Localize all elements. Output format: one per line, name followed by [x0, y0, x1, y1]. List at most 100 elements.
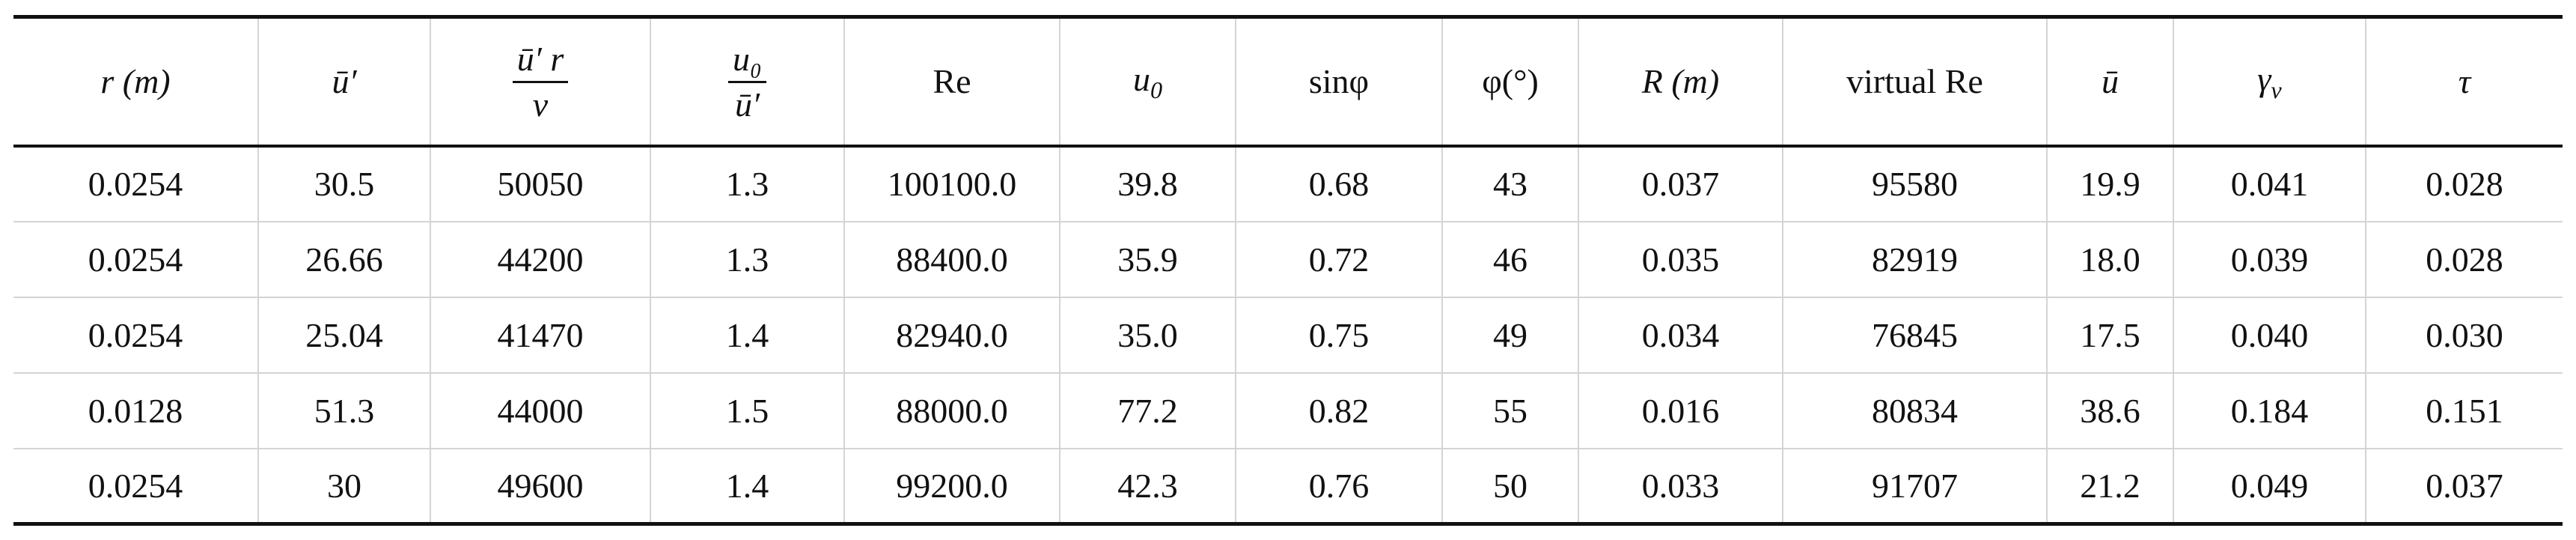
table-cell: 0.034	[1578, 297, 1783, 373]
table-cell: 82940.0	[843, 297, 1060, 373]
table-cell: 88400.0	[843, 221, 1060, 297]
table-cell: 51.3	[257, 372, 430, 449]
table-cell: 0.033	[1578, 448, 1783, 524]
table-cell: 44000	[430, 372, 650, 449]
table-cell: 17.5	[2046, 297, 2173, 373]
table-cell: 0.184	[2173, 372, 2366, 449]
table-cell: 50	[1441, 448, 1578, 524]
header-label: virtual Re	[1846, 62, 1983, 101]
header-label: τ	[2458, 62, 2471, 101]
header-label: r (m)	[100, 62, 171, 101]
table-cell: 30.5	[257, 145, 430, 222]
header-label: ū	[2102, 62, 2119, 101]
header-cell: τ	[2365, 16, 2563, 146]
header-cell: R (m)	[1578, 16, 1783, 146]
table-cell: 0.82	[1235, 372, 1442, 449]
table-cell: 0.037	[1578, 145, 1783, 222]
table-cell: 1.4	[650, 448, 844, 524]
table-row: 0.0254 30 49600 1.4 99200.0 42.3 0.76 50 0.033 91…	[13, 448, 2563, 524]
table-cell: 0.041	[2173, 145, 2366, 222]
table-cell: 35.0	[1059, 297, 1236, 373]
table-cell: 0.016	[1578, 372, 1783, 449]
table-cell: 80834	[1782, 372, 2047, 449]
header-label: R (m)	[1641, 62, 1720, 101]
denominator: ν	[532, 85, 549, 124]
table-cell: 0.75	[1235, 297, 1442, 373]
table-cell: 0.0254	[88, 466, 183, 505]
header-cell: ū	[2046, 16, 2173, 146]
table-cell: 26.66	[257, 221, 430, 297]
table-cell: 0.037	[2365, 448, 2563, 524]
table-row: 0.0254 30.5 50050 1.3 100100.0 39.8 0.68 43 0.03…	[13, 145, 2563, 222]
table-cell: 0.0254	[88, 165, 183, 203]
header-cell: γν	[2173, 16, 2366, 146]
table-cell: 0.030	[2365, 297, 2563, 373]
table-cell: 41470	[430, 297, 650, 373]
header-cell: sinφ	[1235, 16, 1442, 146]
table-cell: 0.0254	[88, 240, 183, 279]
symbol: γ	[2257, 59, 2271, 98]
table-cell: 18.0	[2046, 221, 2173, 297]
table-cell: 46	[1441, 221, 1578, 297]
table-cell: 21.2	[2046, 448, 2173, 524]
table-cell: 44200	[430, 221, 650, 297]
table-cell: 82919	[1782, 221, 2047, 297]
fraction: u₀ ū′	[728, 40, 766, 124]
table-cell: 0.72	[1235, 221, 1442, 297]
table-cell: 0.040	[2173, 297, 2366, 373]
table-cell: 91707	[1782, 448, 2047, 524]
table-cell: 1.3	[650, 221, 844, 297]
table-cell: 99200.0	[843, 448, 1060, 524]
table-cell: 100100.0	[843, 145, 1060, 222]
header-label: Re	[933, 62, 971, 101]
header-cell: virtual Re	[1782, 16, 2047, 146]
subscript: 0	[1150, 76, 1163, 103]
table-cell: 95580	[1782, 145, 2047, 222]
symbol: u	[1132, 59, 1150, 98]
denominator: ū′	[734, 85, 760, 124]
data-table: r (m) ū′ ū′ r ν u₀ ū′ Re u0 sinφ φ(°) R (m) virtual…	[13, 15, 2563, 526]
header-cell: Re	[843, 16, 1060, 146]
table-cell: 30	[257, 448, 430, 524]
table-cell: 49600	[430, 448, 650, 524]
table-cell: 38.6	[2046, 372, 2173, 449]
header-cell: ū′	[257, 16, 430, 146]
table-cell: 39.8	[1059, 145, 1236, 222]
table-cell: 25.04	[257, 297, 430, 373]
table-cell: 1.4	[650, 297, 844, 373]
table-cell: 0.0254	[88, 315, 183, 354]
table-cell: 77.2	[1059, 372, 1236, 449]
table-cell: 1.3	[650, 145, 844, 222]
table-cell: 0.151	[2365, 372, 2563, 449]
table-cell: 43	[1441, 145, 1578, 222]
table-cell: 88000.0	[843, 372, 1060, 449]
table-cell: 1.5	[650, 372, 844, 449]
table-cell: 19.9	[2046, 145, 2173, 222]
table-row: 0.0254 25.04 41470 1.4 82940.0 35.0 0.75 49 0.03…	[13, 297, 2563, 373]
subscript: ν	[2271, 76, 2282, 103]
numerator: ū′ r	[512, 40, 569, 84]
table-cell: 0.0128	[88, 391, 183, 430]
table-cell: 0.76	[1235, 448, 1442, 524]
table-cell: 76845	[1782, 297, 2047, 373]
header-label: sinφ	[1308, 62, 1370, 101]
table-cell: 0.028	[2365, 221, 2563, 297]
header-cell: u0	[1059, 16, 1236, 146]
table-container: r (m) ū′ ū′ r ν u₀ ū′ Re u0 sinφ φ(°) R (m) virtual…	[13, 15, 2563, 526]
header-label: φ(°)	[1482, 62, 1539, 101]
table-cell: 35.9	[1059, 221, 1236, 297]
numerator: u₀	[728, 40, 766, 84]
table-header: r (m) ū′ ū′ r ν u₀ ū′ Re u0 sinφ φ(°) R (m) virtual…	[13, 16, 2563, 146]
table-row: 0.0128 51.3 44000 1.5 88000.0 77.2 0.82 55 0.016…	[13, 372, 2563, 449]
table-cell: 49	[1441, 297, 1578, 373]
table-cell: 0.039	[2173, 221, 2366, 297]
header-cell: u₀ ū′	[650, 16, 844, 146]
table-cell: 0.68	[1235, 145, 1442, 222]
table-cell: 0.035	[1578, 221, 1783, 297]
header-label: ū′	[332, 62, 357, 101]
header-row: r (m) ū′ ū′ r ν u₀ ū′ Re u0 sinφ φ(°) R (m) virtual…	[13, 16, 2563, 146]
table-cell: 0.028	[2365, 145, 2563, 222]
table-body: 0.0254 30.5 50050 1.3 100100.0 39.8 0.68 43 0.03…	[13, 145, 2563, 524]
